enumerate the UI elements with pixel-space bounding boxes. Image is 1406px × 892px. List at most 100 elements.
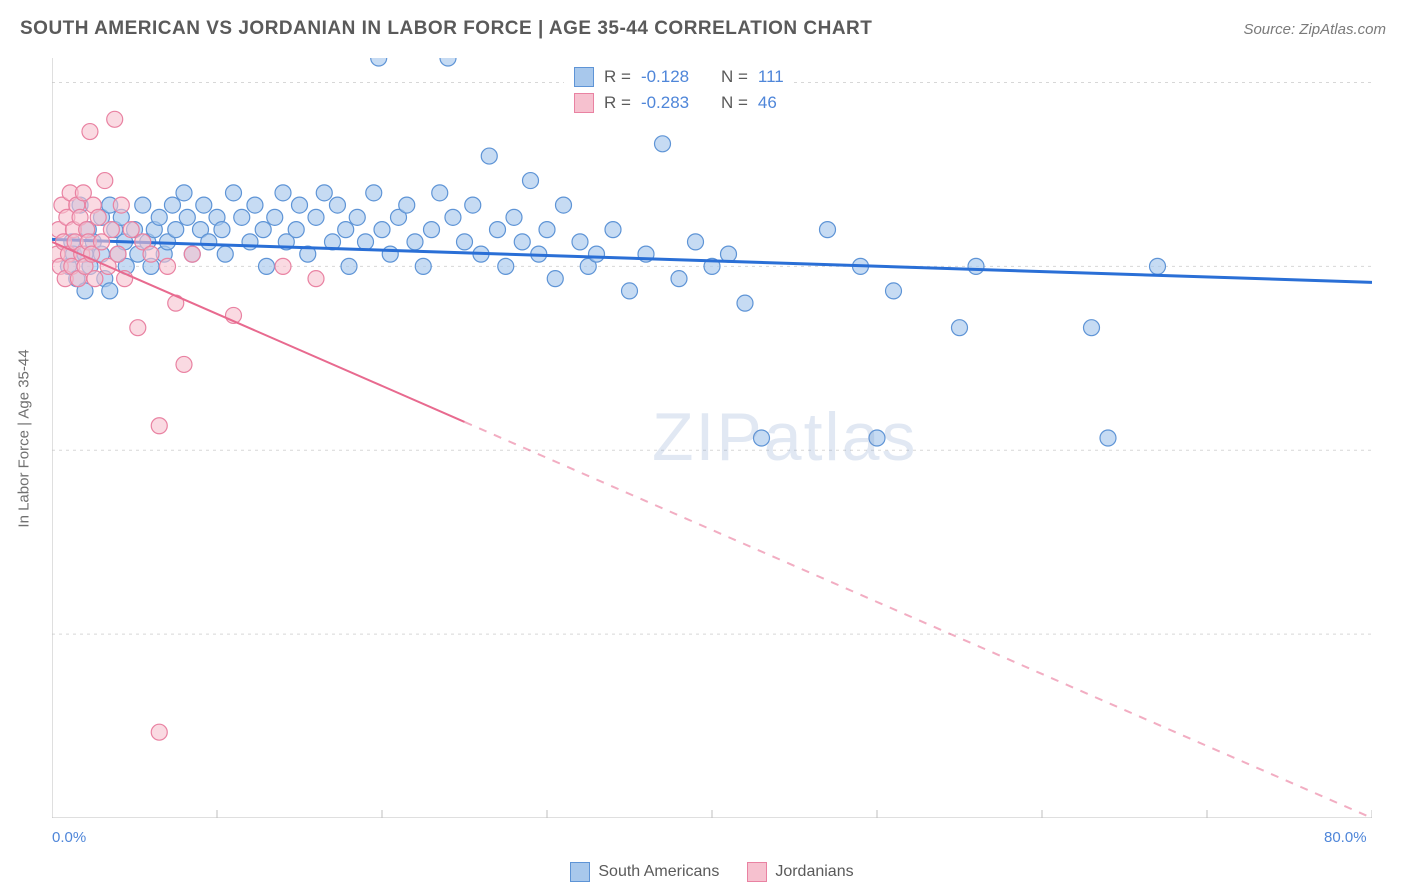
scatter-point: [605, 222, 621, 238]
scatter-point: [407, 234, 423, 250]
scatter-point: [366, 185, 382, 201]
scatter-point: [754, 430, 770, 446]
n-label: N =: [721, 67, 748, 87]
scatter-point: [103, 222, 119, 238]
scatter-point: [572, 234, 588, 250]
scatter-point: [1084, 320, 1100, 336]
scatter-point: [201, 234, 217, 250]
scatter-point: [688, 234, 704, 250]
legend-item: South Americans: [570, 862, 719, 882]
chart-svg: [52, 58, 1372, 818]
scatter-point: [288, 222, 304, 238]
scatter-point: [457, 234, 473, 250]
scatter-point: [556, 197, 572, 213]
scatter-point: [589, 246, 605, 262]
y-axis-label-container: In Labor Force | Age 35-44: [14, 58, 34, 818]
scatter-point: [465, 197, 481, 213]
scatter-point: [143, 246, 159, 262]
scatter-point: [113, 197, 129, 213]
scatter-point: [259, 258, 275, 274]
scatter-point: [168, 222, 184, 238]
trend-line: [52, 242, 465, 422]
x-tick-label: 80.0%: [1324, 829, 1367, 846]
scatter-point: [87, 271, 103, 287]
scatter-point: [737, 295, 753, 311]
scatter-point: [341, 258, 357, 274]
scatter-point: [514, 234, 530, 250]
legend-label: Jordanians: [775, 863, 853, 881]
scatter-point: [255, 222, 271, 238]
scatter-point: [338, 222, 354, 238]
scatter-point: [308, 271, 324, 287]
legend-label: South Americans: [598, 863, 719, 881]
scatter-point: [107, 111, 123, 127]
scatter-point: [90, 209, 106, 225]
scatter-point: [432, 185, 448, 201]
legend-item: Jordanians: [747, 862, 853, 882]
legend-swatch: [574, 67, 594, 87]
scatter-point: [292, 197, 308, 213]
scatter-point: [97, 173, 113, 189]
legend-swatch: [570, 862, 590, 882]
scatter-point: [176, 185, 192, 201]
scatter-point: [382, 246, 398, 262]
r-label: R =: [604, 93, 631, 113]
scatter-point: [164, 197, 180, 213]
scatter-point: [214, 222, 230, 238]
scatter-point: [1150, 258, 1166, 274]
trend-line-dashed: [465, 422, 1373, 818]
chart-title: SOUTH AMERICAN VS JORDANIAN IN LABOR FOR…: [20, 18, 872, 40]
scatter-point: [358, 234, 374, 250]
scatter-point: [440, 58, 456, 66]
source-credit: Source: ZipAtlas.com: [1243, 21, 1386, 38]
chart-container: SOUTH AMERICAN VS JORDANIAN IN LABOR FOR…: [0, 0, 1406, 892]
n-value: 46: [758, 93, 777, 113]
legend-swatch: [747, 862, 767, 882]
title-bar: SOUTH AMERICAN VS JORDANIAN IN LABOR FOR…: [20, 18, 1386, 40]
scatter-point: [886, 283, 902, 299]
scatter-point: [498, 258, 514, 274]
n-label: N =: [721, 93, 748, 113]
scatter-point: [622, 283, 638, 299]
trend-line: [52, 239, 1372, 282]
scatter-point: [349, 209, 365, 225]
scatter-point: [869, 430, 885, 446]
stats-row: R =-0.128N =111: [574, 64, 784, 90]
scatter-point: [968, 258, 984, 274]
scatter-point: [506, 209, 522, 225]
scatter-point: [102, 283, 118, 299]
scatter-point: [160, 258, 176, 274]
scatter-point: [123, 222, 139, 238]
scatter-point: [151, 724, 167, 740]
scatter-point: [445, 209, 461, 225]
y-axis-label: In Labor Force | Age 35-44: [16, 349, 33, 527]
x-tick-label: 0.0%: [52, 829, 86, 846]
legend: South Americans Jordanians: [52, 862, 1372, 882]
scatter-point: [655, 136, 671, 152]
scatter-point: [523, 173, 539, 189]
stats-row: R = -0.283 N = 46: [574, 90, 784, 116]
correlation-stats-box: R =-0.128N =111R =-0.283N =46: [564, 60, 794, 120]
scatter-point: [374, 222, 390, 238]
scatter-point: [135, 197, 151, 213]
scatter-point: [952, 320, 968, 336]
scatter-point: [539, 222, 555, 238]
scatter-point: [267, 209, 283, 225]
scatter-point: [275, 258, 291, 274]
scatter-point: [308, 209, 324, 225]
scatter-point: [130, 320, 146, 336]
r-label: R =: [604, 67, 631, 87]
scatter-point: [547, 271, 563, 287]
scatter-point: [1100, 430, 1116, 446]
scatter-point: [481, 148, 497, 164]
scatter-point: [226, 185, 242, 201]
scatter-point: [371, 58, 387, 66]
scatter-point: [329, 197, 345, 213]
scatter-point: [176, 356, 192, 372]
scatter-point: [234, 209, 250, 225]
scatter-point: [151, 418, 167, 434]
scatter-point: [490, 222, 506, 238]
scatter-point: [196, 197, 212, 213]
r-value: -0.283: [641, 93, 711, 113]
scatter-point: [247, 197, 263, 213]
